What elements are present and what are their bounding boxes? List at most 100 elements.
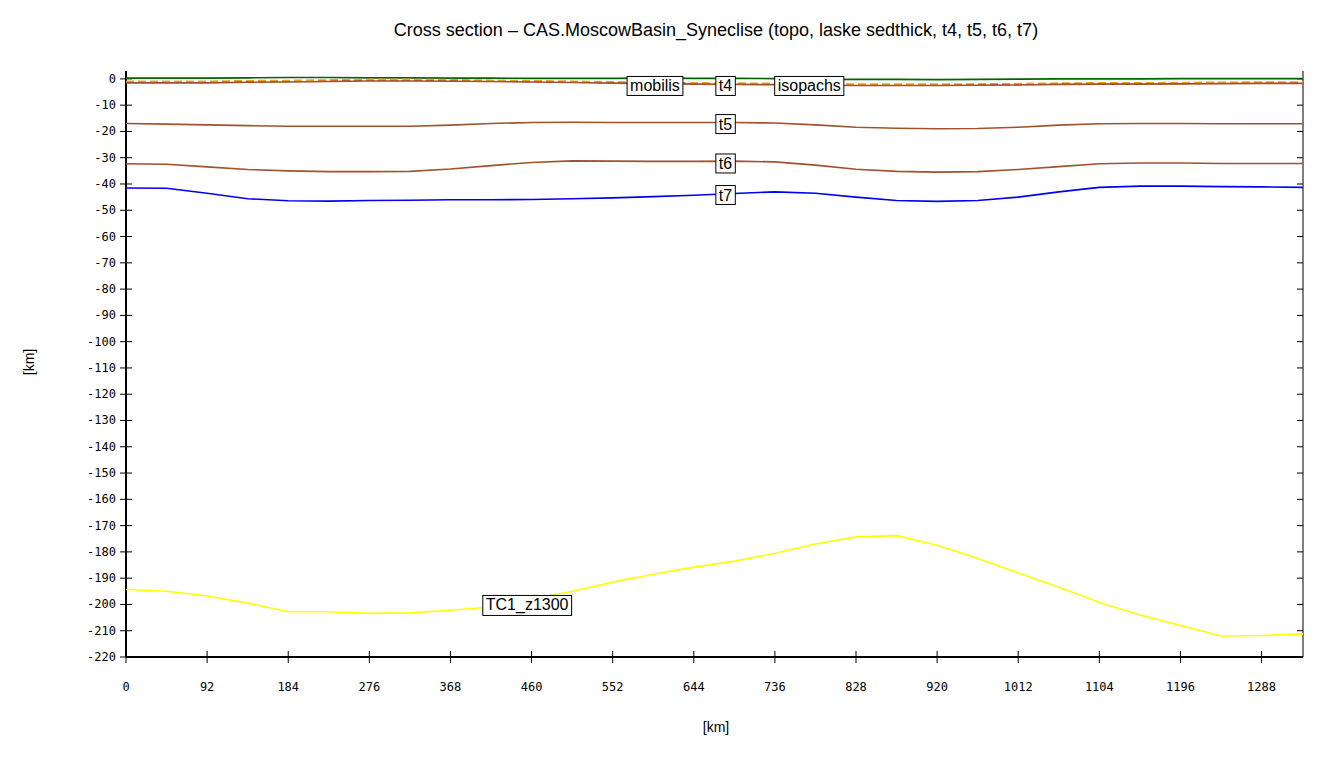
y-tick (120, 499, 132, 500)
y-tick-label: -150 (87, 466, 116, 480)
y-tick-right (1297, 289, 1303, 290)
y-axis (125, 71, 127, 657)
y-tick-label: -50 (94, 203, 116, 217)
annotation-text: t6 (719, 155, 732, 172)
x-tick-label: 644 (683, 680, 705, 694)
annotation: t5 (716, 115, 735, 134)
y-tick-label: -170 (87, 519, 116, 533)
x-tick-label: 1104 (1085, 680, 1114, 694)
y-tick (120, 473, 132, 474)
annotation-text: t5 (719, 116, 732, 133)
y-label: [km] (21, 349, 37, 375)
y-tick-right (1297, 551, 1303, 552)
annotation-box (716, 186, 735, 205)
chart: Cross section – CAS.MoscowBasin_Syneclis… (0, 0, 1340, 757)
y-tick (120, 105, 132, 106)
y-tick (120, 630, 132, 631)
y-tick-right (1297, 473, 1303, 474)
y-tick-right (1297, 262, 1303, 263)
y-tick-label: -160 (87, 492, 116, 506)
x-tick-label: 460 (521, 680, 543, 694)
x-tick-label: 184 (277, 680, 299, 694)
y-tick (120, 210, 132, 211)
y-tick-label: -120 (87, 387, 116, 401)
y-tick-right (1297, 157, 1303, 158)
x-tick-label: 92 (200, 680, 214, 694)
y-tick-label: -220 (87, 650, 116, 664)
title: Cross section – CAS.MoscowBasin_Syneclis… (394, 20, 1038, 41)
series-line (126, 536, 1303, 636)
y-tick (120, 367, 132, 368)
x-tick (937, 651, 938, 663)
x-tick (612, 651, 613, 663)
annotation-box (716, 154, 735, 173)
y-tick-label: -200 (87, 597, 116, 611)
x-axis (126, 656, 1303, 658)
y-tick-label: -70 (94, 256, 116, 270)
series-line (126, 78, 1303, 80)
y-tick-right (1297, 105, 1303, 106)
x-tick-label: 0 (122, 680, 129, 694)
annotation-box (775, 76, 844, 95)
y-tick-label: -80 (94, 282, 116, 296)
x-tick-label: 1196 (1166, 680, 1195, 694)
y-tick (120, 578, 132, 579)
y-axis-right (1303, 71, 1304, 657)
y-tick-right (1297, 604, 1303, 605)
x-tick (1261, 651, 1262, 663)
y-tick (120, 315, 132, 316)
y-tick (120, 157, 132, 158)
x-tick-label: 920 (926, 680, 948, 694)
y-tick-right (1297, 446, 1303, 447)
x-tick (1018, 651, 1019, 663)
y-tick-label: -190 (87, 571, 116, 585)
y-tick (120, 604, 132, 605)
y-tick (120, 236, 132, 237)
x-tick (856, 651, 857, 663)
y-tick-label: -130 (87, 413, 116, 427)
y-tick (120, 341, 132, 342)
y-tick-right (1297, 131, 1303, 132)
y-tick-label: -180 (87, 545, 116, 559)
plot-area (126, 78, 1303, 636)
y-tick-label: -140 (87, 440, 116, 454)
x-tick (207, 651, 208, 663)
y-tick-label: -110 (87, 361, 116, 375)
y-tick (120, 183, 132, 184)
y-tick (120, 551, 132, 552)
x-tick (126, 651, 127, 663)
annotation-text: mobilis (630, 77, 680, 94)
annotation-box (483, 595, 572, 615)
annotation-box (716, 115, 735, 134)
annotation-box (627, 76, 683, 95)
y-tick-right (1297, 578, 1303, 579)
y-tick-label: -30 (94, 151, 116, 165)
annotation: TC1_z1300 (483, 595, 572, 615)
y-tick-label: -90 (94, 308, 116, 322)
x-tick-label: 736 (764, 680, 786, 694)
x-tick-label: 276 (358, 680, 380, 694)
annotation: t7 (716, 186, 735, 205)
x-tick (1099, 651, 1100, 663)
y-tick-label: 0 (109, 72, 116, 86)
annotation-box (716, 76, 735, 95)
y-tick-right (1297, 499, 1303, 500)
x-tick-label: 1012 (1004, 680, 1033, 694)
series-line (126, 186, 1303, 201)
y-tick-label: -40 (94, 177, 116, 191)
x-tick-label: 828 (845, 680, 867, 694)
y-tick-right (1297, 236, 1303, 237)
y-tick-right (1297, 210, 1303, 211)
y-tick-label: -210 (87, 624, 116, 638)
y-tick-right (1297, 525, 1303, 526)
annotation-text: t7 (719, 187, 732, 204)
annotation: mobilis (627, 76, 683, 95)
x-label: [km] (703, 719, 729, 735)
x-tick (1180, 651, 1181, 663)
y-tick-right (1297, 630, 1303, 631)
y-tick-right (1297, 420, 1303, 421)
x-tick (531, 651, 532, 663)
y-tick-right (1297, 183, 1303, 184)
y-tick (120, 394, 132, 395)
y-tick-right (1297, 367, 1303, 368)
